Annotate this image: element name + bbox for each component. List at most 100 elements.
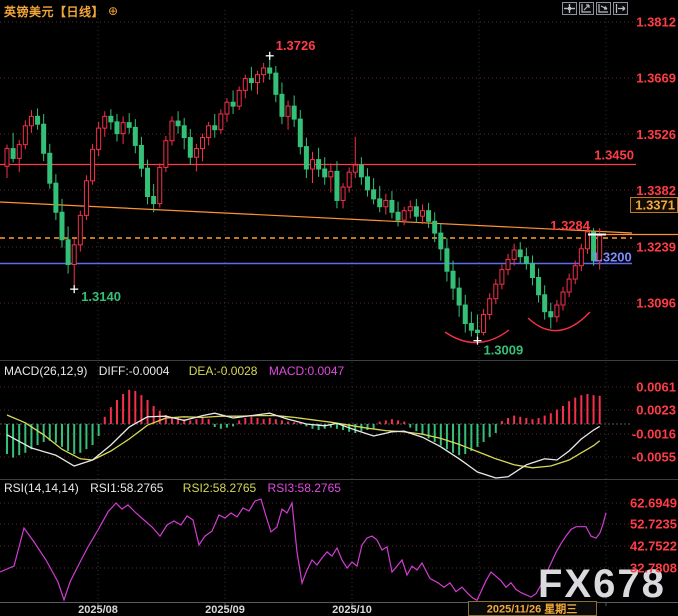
exit-chart-icon[interactable] <box>613 2 628 15</box>
candle-body <box>413 206 419 217</box>
rsi-axis-label: 52.7235 <box>630 517 677 532</box>
candle-body <box>407 206 413 212</box>
support-label: 1.3200 <box>592 250 632 265</box>
candle-body <box>419 210 425 217</box>
candle-body <box>41 123 47 154</box>
candle-body <box>536 277 542 296</box>
candle-body <box>218 113 224 131</box>
add-indicator-icon[interactable]: ⊕ <box>108 4 119 18</box>
price-axis-label: 1.3669 <box>636 71 676 86</box>
current-date-label: 2025/11/26 星期三 <box>487 602 578 616</box>
candle-body <box>28 115 34 127</box>
candle-body <box>316 159 322 170</box>
candle-body <box>273 72 279 95</box>
price-axis-label: 1.3239 <box>636 239 676 254</box>
candle-body <box>554 304 560 318</box>
macd-header: MACD(26,12,9) DIFF:-0.0004 DEA:-0.0028 M… <box>4 364 352 378</box>
expand-axis-right-icon[interactable] <box>596 2 611 15</box>
macd-axis-label: -0.0055 <box>632 450 676 465</box>
candle-body <box>358 164 364 178</box>
resistance-label: 1.3450 <box>594 148 634 163</box>
candle-body <box>138 144 144 169</box>
macd-axis-label: 0.0023 <box>636 403 676 418</box>
candle-body <box>371 189 377 200</box>
candle-body <box>187 137 193 158</box>
candle-body <box>279 93 285 117</box>
candle-body <box>377 198 383 208</box>
expand-axis-left-icon[interactable] <box>579 2 594 15</box>
rsi-axis-label: 42.7522 <box>630 539 677 554</box>
low1-annotation: 1.3140 <box>81 289 121 304</box>
date-axis-label: 2025/09 <box>205 604 245 616</box>
price-axis-label: 1.3812 <box>636 15 676 30</box>
candle-body <box>193 148 199 158</box>
rsi-line <box>0 498 607 602</box>
candle-body <box>126 122 132 128</box>
candle-body <box>474 329 480 334</box>
candle-body <box>523 256 529 264</box>
candle-body <box>487 298 493 315</box>
candle-body <box>572 265 578 280</box>
macd-axis-label: 0.0061 <box>636 380 676 395</box>
candle-body <box>566 278 572 293</box>
macd-diff-line <box>6 412 601 479</box>
candle-body <box>499 269 505 285</box>
candle-body <box>267 67 273 74</box>
candle-body <box>481 313 487 334</box>
candle-body <box>175 120 181 127</box>
candle-body <box>83 180 89 216</box>
candle-body <box>310 159 315 170</box>
candle-body <box>389 199 395 213</box>
rsi3-label: RSI3:58.2765 <box>267 481 341 495</box>
candle-body <box>71 244 77 266</box>
candle-body <box>395 211 401 221</box>
candle-body <box>432 220 438 234</box>
fullscreen-icon[interactable] <box>562 2 577 15</box>
rsi2-label: RSI2:58.2765 <box>182 481 257 495</box>
candle-body <box>261 67 267 76</box>
candle-body <box>383 199 389 208</box>
candle-body <box>230 101 236 107</box>
candle-body <box>163 140 169 168</box>
candle-body <box>401 210 407 221</box>
candle-body <box>206 125 212 139</box>
candle-body <box>297 118 303 148</box>
candle-body <box>212 125 218 131</box>
candle-body <box>426 210 432 222</box>
trendline-label: 1.3284 <box>550 218 591 233</box>
candle-body <box>120 122 126 135</box>
candle-body <box>96 127 102 150</box>
candle-body <box>364 176 370 191</box>
candle-body <box>493 283 499 300</box>
price-axis-label: 1.3526 <box>636 127 676 142</box>
rsi-header: RSI(14,14,14) RSI1:58.2765 RSI2:58.2765 … <box>4 481 349 495</box>
candle-body <box>542 294 548 313</box>
rsi-axis-label: 32.7808 <box>630 561 677 576</box>
candle-body <box>108 115 114 123</box>
candle-body <box>444 248 450 272</box>
candle-body <box>560 291 566 306</box>
candle-body <box>22 125 28 146</box>
candle-body <box>548 311 554 318</box>
macd-dea-label: DEA:-0.0028 <box>188 364 258 378</box>
candle-body <box>462 304 468 324</box>
candle-body <box>511 249 517 260</box>
low2-annotation: 1.3009 <box>483 343 523 358</box>
macd-axis-label: -0.0016 <box>632 427 676 442</box>
macd-dea-line <box>6 414 601 469</box>
candle-body <box>450 270 456 289</box>
current-price-label: 1.3371 <box>635 198 675 213</box>
bottom-arc-2 <box>527 311 591 332</box>
candle-body <box>352 164 358 173</box>
candle-body <box>4 148 10 167</box>
high-annotation: 1.3726 <box>276 38 316 53</box>
macd-macd-label: MACD:0.0047 <box>268 364 345 378</box>
candle-body <box>584 231 590 250</box>
price-axis-label: 1.3382 <box>636 183 676 198</box>
candle-body <box>35 115 41 125</box>
candle-body <box>285 105 291 117</box>
candle-body <box>328 170 334 178</box>
candle-body <box>322 168 328 178</box>
